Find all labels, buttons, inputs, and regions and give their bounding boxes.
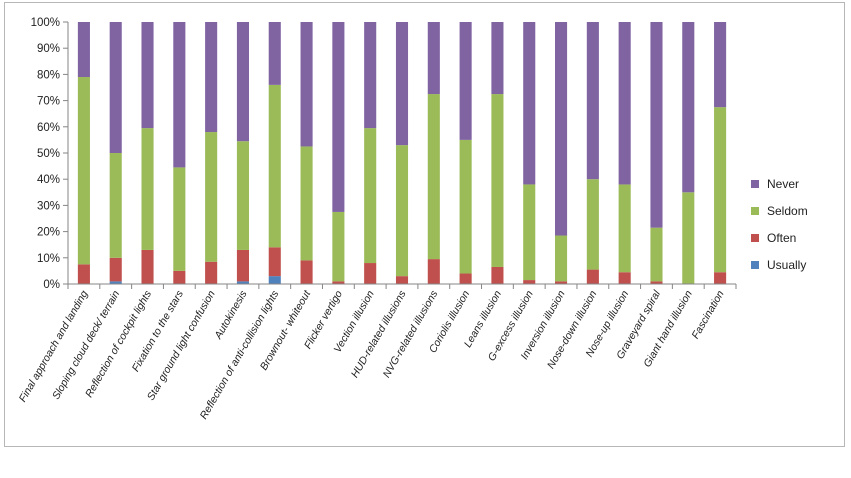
bar-segment-seldom <box>714 107 727 273</box>
y-axis: 0% 10% 20% 30% 40% 50% 60% 70% 80% 90% 100% <box>31 17 69 291</box>
bar-segment-seldom <box>427 94 440 260</box>
bar-segment-never <box>427 22 440 95</box>
bar-segment-seldom <box>173 167 186 271</box>
bar-segment-often <box>364 263 377 284</box>
bar-segment-never <box>109 22 122 153</box>
bar-segment-never <box>205 22 218 133</box>
bar-segment-seldom <box>205 132 218 262</box>
bar-segment-never <box>300 22 313 147</box>
bar-segment-seldom <box>618 184 631 273</box>
bar-segment-often <box>523 280 536 284</box>
bar-segment-often <box>300 260 313 284</box>
bar-segment-never <box>650 22 663 228</box>
bar-segment-often <box>459 273 472 284</box>
bar-segment-seldom <box>300 146 313 261</box>
legend-swatch-seldom <box>751 207 759 215</box>
y-tick-label: 100% <box>31 17 60 29</box>
y-tick-label: 60% <box>37 122 60 134</box>
bar-segment-often <box>395 276 409 284</box>
bar-segment-often <box>714 272 727 284</box>
bar-segment-often <box>205 261 218 284</box>
bar-segment-often <box>586 269 599 284</box>
bar-segment-seldom <box>459 139 472 274</box>
y-tick-label: 70% <box>37 96 60 108</box>
legend-label-seldom: Seldom <box>767 204 808 218</box>
y-tick-label: 90% <box>37 43 60 55</box>
bar-segment-never <box>714 22 727 108</box>
bar-segment-never <box>77 22 90 78</box>
legend-label-usually: Usually <box>767 258 806 272</box>
bar-segment-often <box>109 257 122 282</box>
bar-segment-often <box>173 270 186 284</box>
bar-segment-often <box>141 249 154 284</box>
legend-label-often: Often <box>767 231 796 245</box>
bar-segment-often <box>268 247 281 277</box>
bar-segment-usually <box>109 281 122 284</box>
y-tick-label: 10% <box>37 253 60 265</box>
bar-segment-seldom <box>77 77 90 265</box>
bars <box>77 22 727 284</box>
bar-segment-never <box>141 22 154 129</box>
y-tick-label: 20% <box>37 227 60 239</box>
bar-segment-seldom <box>236 141 249 250</box>
legend-swatch-often <box>751 234 759 242</box>
bar-segment-never <box>236 22 249 142</box>
bar-segment-often <box>491 266 504 284</box>
bar-segment-never <box>268 22 281 85</box>
bar-segment-seldom <box>395 145 409 277</box>
bar-segment-usually <box>236 281 249 284</box>
bar-segment-never <box>586 22 599 180</box>
bar-segment-never <box>459 22 472 140</box>
bar-segment-never <box>364 22 377 129</box>
y-tick-label: 0% <box>43 279 60 291</box>
bar-segment-never <box>491 22 504 95</box>
legend-swatch-never <box>751 180 759 188</box>
bar-segment-often <box>236 249 249 282</box>
legend: Never Seldom Often Usually <box>751 177 808 272</box>
bar-segment-seldom <box>364 128 377 264</box>
bar-segment-seldom <box>141 128 154 250</box>
bar-segment-usually <box>268 276 281 284</box>
bar-segment-seldom <box>586 179 599 270</box>
bar-segment-never <box>523 22 536 185</box>
bar-segment-seldom <box>109 153 122 258</box>
bar-segment-seldom <box>650 227 663 282</box>
y-tick-label: 40% <box>37 174 60 186</box>
bar-segment-often <box>555 281 568 284</box>
bar-segment-often <box>650 281 663 284</box>
bar-segment-often <box>427 259 440 284</box>
legend-swatch-usually <box>751 261 759 269</box>
bar-segment-seldom <box>268 84 281 248</box>
bar-segment-often <box>332 281 345 284</box>
y-tick-label: 50% <box>37 148 60 160</box>
bar-segment-never <box>618 22 631 185</box>
bar-segment-often <box>77 264 90 284</box>
legend-label-never: Never <box>767 177 799 191</box>
bar-segment-seldom <box>682 192 695 284</box>
x-tick-label: Fascination <box>689 288 726 341</box>
y-tick-label: 80% <box>37 69 60 81</box>
bar-segment-never <box>555 22 568 236</box>
y-tick-label: 30% <box>37 200 60 212</box>
bar-segment-often <box>618 272 631 284</box>
bar-segment-never <box>173 22 186 168</box>
bar-segment-seldom <box>491 94 504 267</box>
bar-segment-never <box>682 22 695 193</box>
bar-segment-seldom <box>555 235 568 282</box>
bar-segment-seldom <box>523 184 536 281</box>
bar-segment-seldom <box>332 211 345 282</box>
bar-segment-never <box>395 22 409 146</box>
bar-segment-never <box>332 22 345 212</box>
